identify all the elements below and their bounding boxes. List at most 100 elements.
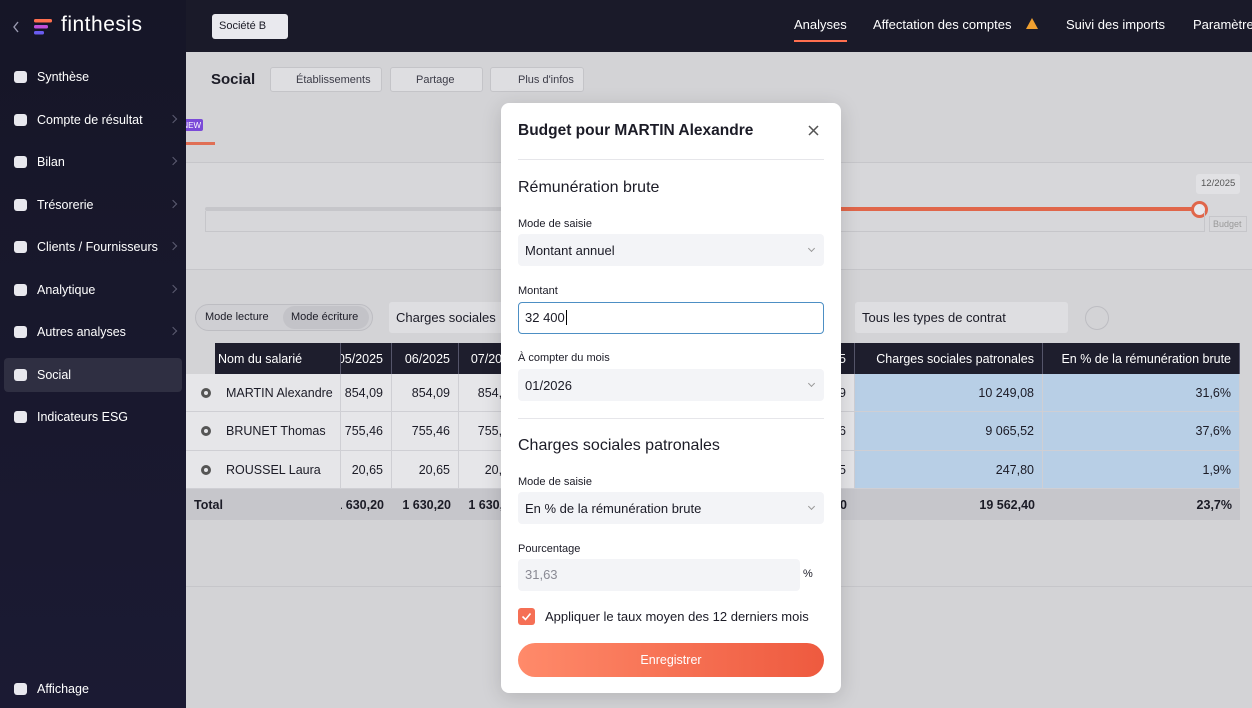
display-settings[interactable]: Affichage: [4, 672, 182, 706]
column-header[interactable]: Nom du salarié: [215, 343, 341, 374]
nav-underline: [794, 40, 847, 42]
select-value: 01/2026: [525, 377, 572, 393]
section-title: Rémunération brute: [518, 179, 660, 196]
label: Analytique: [37, 283, 96, 297]
icon: [14, 411, 27, 423]
amount-input[interactable]: 32 400: [518, 302, 824, 334]
table-cell: MARTIN Alexandre: [186, 374, 341, 412]
button[interactable]: Plus d'infos: [490, 67, 584, 92]
nav-item[interactable]: Paramètres: [1193, 17, 1252, 32]
field-label: À compter du mois: [518, 352, 610, 364]
row-settings-icon[interactable]: [201, 388, 211, 398]
total-cell: Total: [186, 489, 341, 520]
nav-item[interactable]: Affectation des comptes: [873, 17, 1012, 32]
slider-range: [840, 207, 1200, 211]
checkbox[interactable]: [518, 608, 535, 625]
badge-text: NEW: [186, 121, 201, 130]
topbar: Société B Analyses Affectation des compt…: [186, 0, 1252, 52]
icon: [14, 326, 27, 338]
table-cell: 247,80: [855, 451, 1043, 489]
menu-item[interactable]: Analytique: [4, 273, 182, 307]
row-settings-icon[interactable]: [201, 465, 211, 475]
contract-select[interactable]: Tous les types de contrat: [855, 302, 1068, 333]
mode-active-bg: [283, 306, 369, 329]
chevron: [168, 326, 178, 336]
menu-item[interactable]: Trésorerie: [4, 188, 182, 222]
select[interactable]: 01/2026: [518, 369, 824, 401]
button[interactable]: Partage: [390, 67, 483, 92]
filter-select[interactable]: Charges sociales: [389, 302, 519, 333]
page-title: Social: [211, 71, 256, 88]
icon: [14, 369, 27, 381]
budget-tag: Budget: [1209, 216, 1247, 232]
company-select[interactable]: Société B: [212, 14, 288, 39]
icon: [14, 241, 27, 253]
chevron: [168, 156, 178, 166]
select-value: En % de la rémunération brute: [525, 500, 702, 516]
label: Bilan: [37, 155, 65, 169]
submit-button[interactable]: Enregistrer: [518, 643, 824, 677]
close-button[interactable]: [808, 125, 819, 136]
separator: [518, 159, 824, 160]
column-header[interactable]: 06/2025: [392, 343, 459, 374]
menu-item[interactable]: Social: [4, 358, 182, 392]
button[interactable]: Établissements: [270, 67, 382, 92]
percent-input[interactable]: 31,63: [518, 559, 800, 591]
menu-item[interactable]: Synthèse: [4, 60, 182, 94]
mode-write[interactable]: Mode écriture: [291, 311, 359, 323]
label: Synthèse: [37, 70, 90, 84]
table-cell: 854,09: [341, 374, 392, 412]
nav-item[interactable]: Analyses: [794, 17, 847, 32]
table-cell: 20,65: [341, 451, 392, 489]
field-label: Mode de saisie: [518, 218, 592, 230]
table-cell: 1,9%: [1043, 451, 1240, 489]
menu-item[interactable]: Bilan: [4, 145, 182, 179]
select[interactable]: En % de la rémunération brute: [518, 492, 824, 524]
table-cell: 20,65: [392, 451, 459, 489]
icon: [14, 156, 27, 168]
table-cell: 854,09: [392, 374, 459, 412]
menu-item[interactable]: Compte de résultat: [4, 103, 182, 137]
table-cell: ROUSSEL Laura: [186, 451, 341, 489]
icon: [14, 284, 27, 296]
total-cell: 1 630,20: [341, 489, 392, 520]
select[interactable]: Montant annuel: [518, 234, 824, 266]
sidebar: finthesis Synthèse Compte de résultat Bila…: [0, 0, 186, 708]
slider-handle[interactable]: [1191, 201, 1208, 218]
label: Affichage: [37, 682, 89, 696]
checkbox-label: Appliquer le taux moyen des 12 derniers …: [545, 609, 809, 624]
chevron: [168, 241, 178, 251]
slider-label: 12/2025: [1196, 174, 1240, 194]
icon: [14, 71, 27, 83]
table-cell: 755,46: [392, 412, 459, 451]
nav-item[interactable]: Suivi des imports: [1066, 17, 1165, 32]
field-label: Mode de saisie: [518, 476, 592, 488]
column-header[interactable]: En % de la rémunération brute: [1043, 343, 1240, 374]
column-header[interactable]: Charges sociales patronales: [855, 343, 1043, 374]
logo: finthesis: [61, 13, 143, 36]
total-cell: 23,7%: [1043, 489, 1240, 520]
label: Compte de résultat: [37, 113, 143, 127]
modal-title: Budget pour MARTIN Alexandre: [518, 122, 754, 139]
warning-icon: [1026, 18, 1038, 29]
table-cell: 31,6%: [1043, 374, 1240, 412]
reset-button[interactable]: [1085, 306, 1109, 330]
table-cell: BRUNET Thomas: [186, 412, 341, 451]
chevron: [168, 284, 178, 294]
menu-item[interactable]: Autres analyses: [4, 315, 182, 349]
column-header[interactable]: 05/2025: [341, 343, 392, 374]
mode-read[interactable]: Mode lecture: [205, 311, 269, 323]
label: Indicateurs ESG: [37, 410, 129, 424]
label: Social: [37, 368, 72, 382]
chevron: [168, 114, 178, 124]
percent-unit: %: [803, 568, 813, 580]
menu-item[interactable]: Indicateurs ESG: [4, 400, 182, 434]
icon: [14, 683, 27, 695]
field-label: Pourcentage: [518, 543, 581, 555]
total-cell: 19 562,40: [855, 489, 1043, 520]
menu-item[interactable]: Clients / Fournisseurs: [4, 230, 182, 264]
icon: [14, 114, 27, 126]
table-cell: 10 249,08: [855, 374, 1043, 412]
row-settings-icon[interactable]: [201, 426, 211, 436]
